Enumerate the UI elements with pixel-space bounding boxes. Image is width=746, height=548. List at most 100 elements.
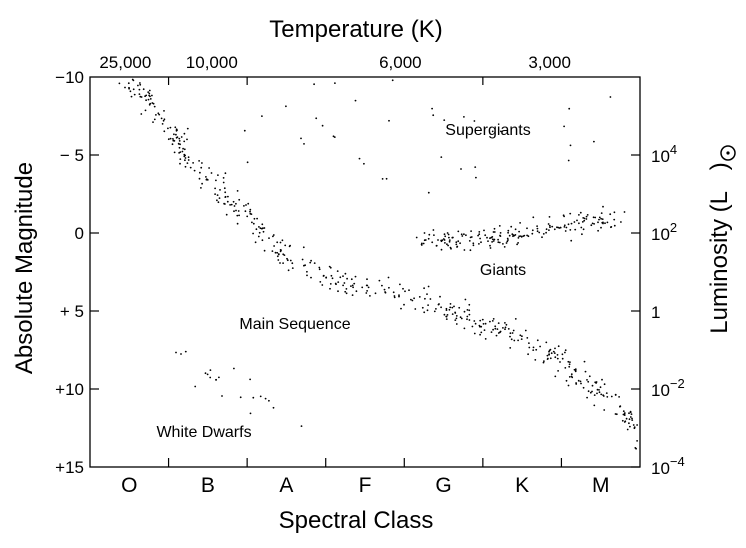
star-point-giants xyxy=(506,240,509,243)
star-point-main-sequence xyxy=(445,309,448,311)
star-point-giants xyxy=(440,239,442,242)
star-point-main-sequence xyxy=(351,284,354,287)
star-point-giants xyxy=(447,244,449,247)
star-point-main-sequence xyxy=(451,313,454,315)
star-point-giants xyxy=(432,229,435,231)
right-tick-label: 10−4 xyxy=(651,454,685,478)
star-point-giants xyxy=(536,225,538,228)
star-point-giants xyxy=(428,233,431,236)
star-point-main-sequence xyxy=(554,347,556,350)
star-point-giants xyxy=(585,218,588,220)
star-point-main-sequence xyxy=(244,210,247,213)
star-point-main-sequence xyxy=(132,79,135,82)
star-point-main-sequence xyxy=(310,276,312,279)
star-point-giants xyxy=(602,221,604,224)
star-point-main-sequence xyxy=(216,199,218,202)
star-point-giants xyxy=(455,241,458,244)
star-point-main-sequence xyxy=(145,99,148,102)
star-point-main-sequence xyxy=(355,290,358,293)
star-point-main-sequence xyxy=(153,105,156,108)
annotation-main-sequence: Main Sequence xyxy=(239,316,350,333)
star-point-giants xyxy=(606,221,609,224)
x-tick-label: M xyxy=(592,474,610,497)
star-point-main-sequence xyxy=(392,291,395,294)
star-point-giants xyxy=(613,218,616,221)
star-point-main-sequence xyxy=(153,118,156,121)
star-point-main-sequence xyxy=(253,217,256,220)
star-point-giants xyxy=(489,244,491,247)
star-point-main-sequence xyxy=(276,251,279,254)
star-point-main-sequence xyxy=(219,189,221,191)
star-point-main-sequence xyxy=(309,261,312,264)
star-point-main-sequence xyxy=(424,297,426,300)
star-point-main-sequence xyxy=(186,162,189,165)
star-point-giants xyxy=(491,241,493,243)
star-point-giants xyxy=(489,237,491,240)
star-point-main-sequence xyxy=(336,270,339,272)
star-point-main-sequence xyxy=(350,278,353,281)
star-point-main-sequence xyxy=(286,257,288,260)
star-point-main-sequence xyxy=(557,370,559,372)
star-point-main-sequence xyxy=(384,291,386,293)
star-point-main-sequence xyxy=(155,114,157,116)
star-point-main-sequence xyxy=(198,177,201,180)
star-point-giants xyxy=(557,226,559,229)
star-point-main-sequence xyxy=(222,181,225,184)
luminosity-label: Luminosity (L ) xyxy=(706,162,733,334)
star-point-main-sequence xyxy=(633,427,636,430)
star-point-main-sequence xyxy=(426,293,428,295)
star-point-main-sequence xyxy=(238,198,241,201)
star-point-main-sequence xyxy=(118,82,121,85)
star-point-giants xyxy=(433,234,435,237)
star-point-main-sequence xyxy=(489,320,491,323)
top-tick-label: 10,000 xyxy=(186,53,238,72)
star-point-giants xyxy=(581,233,583,236)
star-point-giants xyxy=(448,239,451,242)
star-point-main-sequence xyxy=(549,357,552,360)
star-point-main-sequence xyxy=(596,388,599,391)
star-point-supergiants xyxy=(313,83,315,86)
star-point-main-sequence xyxy=(473,320,476,322)
right-tick-label: 102 xyxy=(651,220,677,244)
star-point-giants xyxy=(499,232,502,234)
star-point-main-sequence xyxy=(189,166,192,169)
star-point-main-sequence xyxy=(426,309,429,312)
star-point-main-sequence xyxy=(224,196,227,199)
star-point-main-sequence xyxy=(625,417,628,420)
star-point-giants xyxy=(446,243,448,246)
star-point-main-sequence xyxy=(148,89,151,92)
star-point-main-sequence xyxy=(139,83,142,86)
star-point-main-sequence xyxy=(443,313,446,316)
star-point-giants xyxy=(570,222,573,225)
star-point-main-sequence xyxy=(330,274,333,277)
star-point-main-sequence xyxy=(464,298,467,301)
star-point-giants xyxy=(465,234,467,237)
star-point-giants xyxy=(517,237,520,239)
star-point-main-sequence xyxy=(512,329,515,332)
y-axis-title: Absolute Magnitude xyxy=(11,162,38,374)
star-point-giants xyxy=(600,212,603,215)
star-point-main-sequence xyxy=(232,200,235,203)
star-point-white-dwarfs xyxy=(239,396,242,399)
star-point-supergiants xyxy=(388,119,390,122)
star-point-main-sequence xyxy=(310,259,312,262)
star-point-main-sequence xyxy=(246,215,249,218)
star-point-giants xyxy=(532,216,535,219)
star-point-giants xyxy=(450,247,452,250)
star-point-giants xyxy=(448,236,450,239)
star-point-supergiants xyxy=(303,143,305,145)
star-point-main-sequence xyxy=(579,380,582,383)
star-point-main-sequence xyxy=(535,348,538,351)
star-point-main-sequence xyxy=(132,88,135,91)
star-point-main-sequence xyxy=(138,88,141,91)
star-point-main-sequence xyxy=(257,235,260,238)
star-point-giants xyxy=(559,226,562,229)
star-point-main-sequence xyxy=(184,165,187,168)
star-point-giants xyxy=(421,242,423,245)
star-point-main-sequence xyxy=(619,405,622,407)
star-point-main-sequence xyxy=(259,227,262,230)
x-axis-title: Spectral Class xyxy=(279,507,434,534)
star-point-main-sequence xyxy=(418,296,421,298)
star-point-main-sequence xyxy=(183,140,186,143)
star-point-main-sequence xyxy=(322,274,325,277)
